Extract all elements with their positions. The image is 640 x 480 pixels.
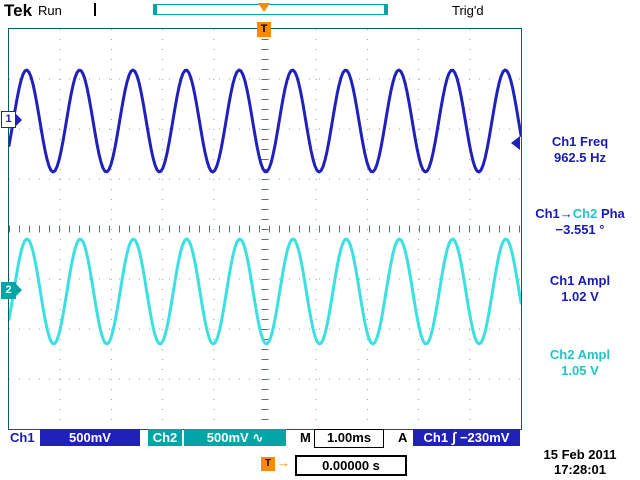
ch1-marker-arrow-icon [16,113,22,126]
acquisition-state-label: Run [38,3,62,18]
measurement-label: Ch1 Ampl [549,273,611,288]
measurement-value: 1.02 V [561,289,599,304]
phase-label-ch1: Ch1→ [535,206,573,221]
trigger-level-icon [511,136,520,150]
record-view-bar [153,4,388,15]
trigger-level-value: −230mV [459,430,510,445]
record-bar-right-cap [384,5,387,14]
acquisition-label: A [398,430,408,445]
trigger-source: Ch1 [423,430,449,445]
ch2-scale-value: 500mV [206,430,249,445]
measurement-ch1-freq: Ch1 Freq 962.5 Hz [522,134,638,166]
measurement-label: Ch1→Ch2 Pha [522,206,638,222]
ch2-marker-arrow-icon [16,284,22,296]
ch2-coupling-icon: ∿ [252,430,264,445]
ch1-label: Ch1 [10,430,35,445]
ch1-ground-marker: 1 [1,111,22,128]
measurement-ch1-ch2-phase: Ch1→Ch2 Pha −3.551 ° [522,206,638,238]
measurement-label: Ch1 Freq [551,134,609,149]
ch2-label: Ch2 [148,429,182,446]
measurement-value: 962.5 Hz [553,150,607,165]
measurement-value: 1.05 V [561,363,599,378]
ch2-marker-number: 2 [1,281,16,299]
record-bar-left-cap [154,5,157,14]
ch1-marker-number: 1 [1,111,16,128]
timebase-label: M [300,430,311,445]
ch2-ground-marker: 2 [1,281,22,299]
trigger-slope-icon: ∫ [452,429,456,445]
phase-label-ch2: Ch2 [572,206,598,221]
horizontal-arrow-icon: → [277,455,290,470]
tek-logo: Tek [4,1,33,20]
trigger-position-arrow-icon [258,3,270,12]
timebase-readout: 1.00ms [314,429,384,448]
header-divider [94,3,96,16]
trigger-marker-icon: T [257,22,271,37]
ch1-scale-readout: 500mV [40,429,140,446]
horizontal-position-readout: 0.00000 s [295,455,407,476]
waveform-plot [9,29,521,429]
trigger-readout: Ch1 ∫ −230mV [413,429,520,446]
trigger-status-label: Trig'd [452,3,484,18]
phase-label-pha: Pha [597,206,625,221]
measurement-ch2-ampl: Ch2 Ampl 1.05 V [522,347,638,379]
measurement-ch1-ampl: Ch1 Ampl 1.02 V [522,273,638,305]
horizontal-trigger-icon: T [261,457,275,471]
measurement-label: Ch2 Ampl [549,347,611,362]
measurement-value: −3.551 ° [555,222,605,237]
time-label: 17:28:01 [553,462,607,477]
date-label: 15 Feb 2011 [543,447,617,462]
graticule-display [8,28,522,430]
ch2-scale-readout: 500mV ∿ [184,429,286,446]
